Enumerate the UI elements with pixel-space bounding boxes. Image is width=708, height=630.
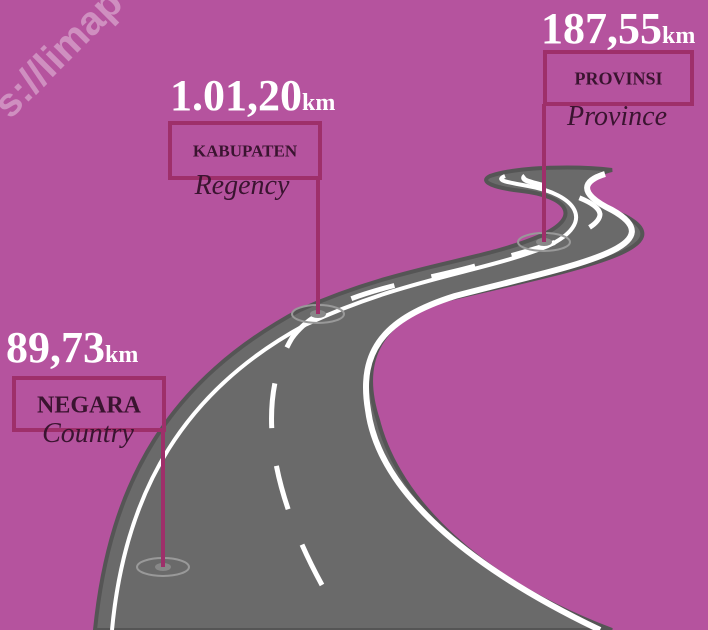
road-edge-line: [362, 171, 635, 630]
flag-label: NEGARA: [37, 392, 142, 418]
distance-value: 89,73: [6, 323, 105, 372]
flag-sublabel: Province: [566, 101, 667, 132]
distance-unit: km: [105, 342, 138, 368]
distance-unit: km: [302, 90, 335, 116]
distance: 1.01,20km: [170, 71, 335, 120]
distance-unit: km: [662, 23, 695, 49]
distance: 89,73km: [6, 323, 138, 372]
flag-box: [168, 121, 322, 180]
flag-sublabel: Regency: [194, 170, 290, 201]
road-center-line: [269, 174, 603, 587]
flag-box: [12, 376, 166, 432]
distance-value: 1.01,20: [170, 71, 302, 120]
distance-value: 187,55: [541, 4, 662, 53]
flag-box: [543, 50, 694, 106]
flag-label: PROVINSI: [574, 68, 662, 88]
flag-label: KABUPATEN: [193, 141, 298, 160]
flag-sublabel: Country: [42, 418, 134, 449]
road-edge-line: [110, 174, 579, 630]
distance: 187,55km: [541, 4, 695, 53]
